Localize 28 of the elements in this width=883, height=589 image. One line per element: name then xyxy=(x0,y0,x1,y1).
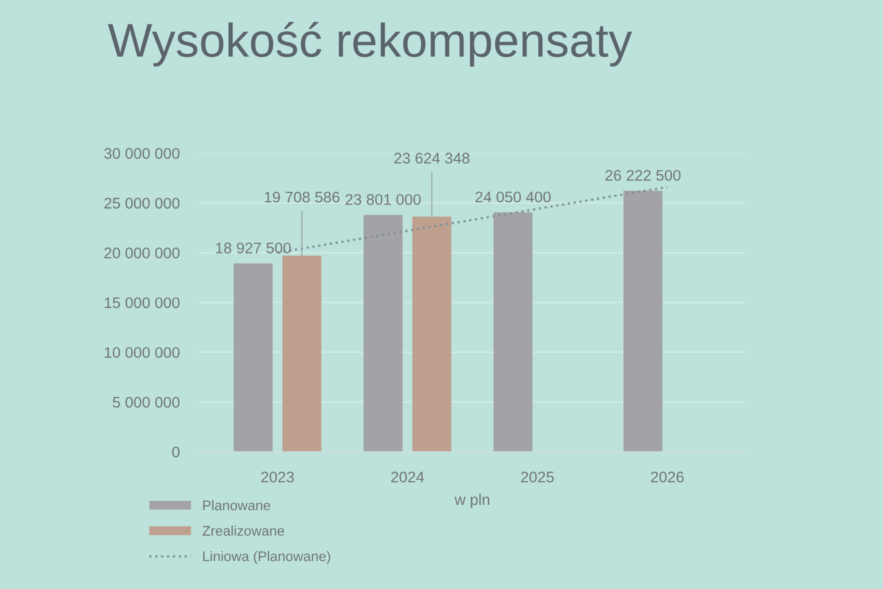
x-tick-label: 2025 xyxy=(521,472,554,482)
y-tick-label: 0 xyxy=(172,446,180,458)
bar xyxy=(494,212,532,452)
bar xyxy=(364,214,403,452)
x-axis-title: w pln xyxy=(454,494,490,508)
data-label: 24 050 400 xyxy=(476,192,551,202)
y-tick-label: 30 000 000 xyxy=(104,148,180,159)
legend-label: Liniowa (Planowane) xyxy=(203,550,330,564)
y-tick-label: 25 000 000 xyxy=(104,198,180,209)
data-label: 18 927 500 xyxy=(216,242,291,254)
legend-label: Zrealizowane xyxy=(202,526,284,536)
data-label: 23 801 000 xyxy=(346,194,421,205)
bar xyxy=(234,263,273,452)
chart-title: Wysokość rekompensaty xyxy=(108,22,632,66)
y-tick-label: 10 000 000 xyxy=(104,347,180,358)
data-label: 23 624 348 xyxy=(394,152,470,164)
x-tick-label: 2024 xyxy=(391,472,424,482)
y-tick-label: 5 000 000 xyxy=(112,396,180,408)
y-tick-label: 15 000 000 xyxy=(104,297,180,308)
x-tick-label: 2023 xyxy=(261,472,294,482)
data-label: 26 222 500 xyxy=(605,170,681,181)
bar xyxy=(412,216,452,452)
y-tick-label: 20 000 000 xyxy=(104,248,180,258)
legend-label: Planowane xyxy=(203,500,270,510)
bar xyxy=(282,256,322,452)
bar xyxy=(623,190,662,452)
x-tick-label: 2026 xyxy=(651,472,684,482)
data-label: 19 708 586 xyxy=(264,192,340,203)
